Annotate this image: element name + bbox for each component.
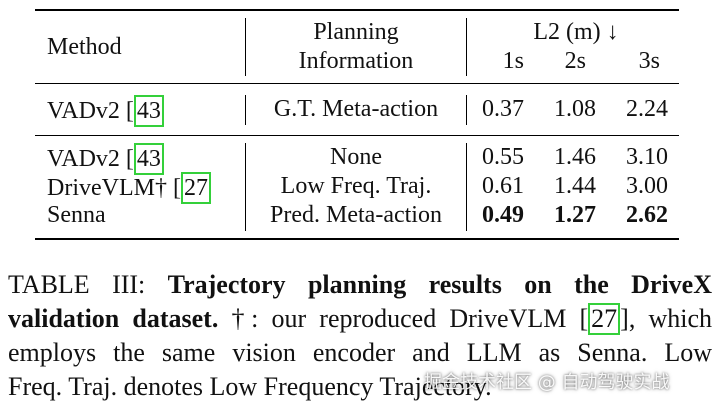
caption-label: TABLE III: [8, 270, 168, 299]
method-name: VADv2 [47, 146, 120, 172]
group-separator-rule [35, 135, 679, 136]
column-divider-2 [466, 95, 467, 125]
citation-link[interactable]: 27 [180, 172, 211, 204]
planning-info: Pred. Meta-action [270, 202, 442, 228]
planning-info: Low Freq. Traj. [280, 173, 432, 199]
caption-text: †: our reproduced DriveVLM [ [218, 304, 589, 333]
citation-link[interactable]: 43 [133, 95, 164, 127]
watermark: 掘金技术社区 @ 自动驾驶实战 [424, 372, 670, 393]
caption-text: ], which [620, 304, 712, 333]
caption-title-part1: Trajectory planning results on the Drive… [167, 270, 712, 299]
header-1s: 1s [502, 48, 524, 74]
column-divider-1 [245, 143, 246, 231]
table-caption: TABLE III: Trajectory planning results o… [8, 268, 712, 404]
caption-line-3: employs the same vision encoder and LLM … [8, 338, 712, 367]
table-row: VADv2 [43 [47, 143, 164, 175]
header-planning-line1: Planning [313, 19, 399, 45]
planning-info: G.T. Meta-action [273, 96, 439, 122]
l2-1s: 0.55 [482, 144, 524, 170]
header-bottom-rule [35, 83, 679, 84]
l2-2s: 1.08 [554, 96, 596, 122]
l2-1s: 0.61 [482, 173, 524, 199]
column-divider-1 [245, 18, 246, 76]
table-bottom-rule [35, 238, 679, 240]
method-name: VADv2 [47, 98, 120, 124]
l2-1s: 0.49 [482, 202, 524, 228]
l2-2s: 1.27 [554, 202, 596, 228]
planning-info: None [330, 144, 382, 170]
caption-title-part2: validation dataset. [8, 304, 219, 333]
l2-3s: 2.24 [626, 96, 668, 122]
table-row: DriveVLM† [27 [47, 172, 211, 204]
method-name: Senna [47, 202, 106, 228]
table-row: VADv2 [43 [47, 95, 164, 127]
l2-1s: 0.37 [482, 96, 524, 122]
citation-link[interactable]: 43 [133, 143, 164, 175]
header-method: Method [47, 34, 122, 60]
citation-link[interactable]: 27 [588, 303, 621, 335]
l2-3s: 3.10 [626, 144, 668, 170]
header-l2: L2 (m) ↓ [533, 19, 619, 45]
l2-2s: 1.44 [554, 173, 596, 199]
method-name: DriveVLM† [47, 175, 167, 201]
table-top-rule [35, 9, 679, 11]
column-divider-2 [466, 18, 467, 76]
l2-3s: 2.62 [626, 202, 668, 228]
header-planning-line2: Information [298, 48, 414, 74]
header-3s: 3s [638, 48, 660, 74]
caption-line-4: Freq. Traj. denotes Low Frequency Trajec… [8, 372, 492, 401]
column-divider-2 [466, 143, 467, 231]
header-2s: 2s [564, 48, 586, 74]
column-divider-1 [245, 95, 246, 125]
caption-line-1: TABLE III: Trajectory planning results o… [8, 268, 712, 302]
caption-line-2: validation dataset. †: our reproduced Dr… [8, 302, 712, 336]
l2-3s: 3.00 [626, 173, 668, 199]
l2-2s: 1.46 [554, 144, 596, 170]
